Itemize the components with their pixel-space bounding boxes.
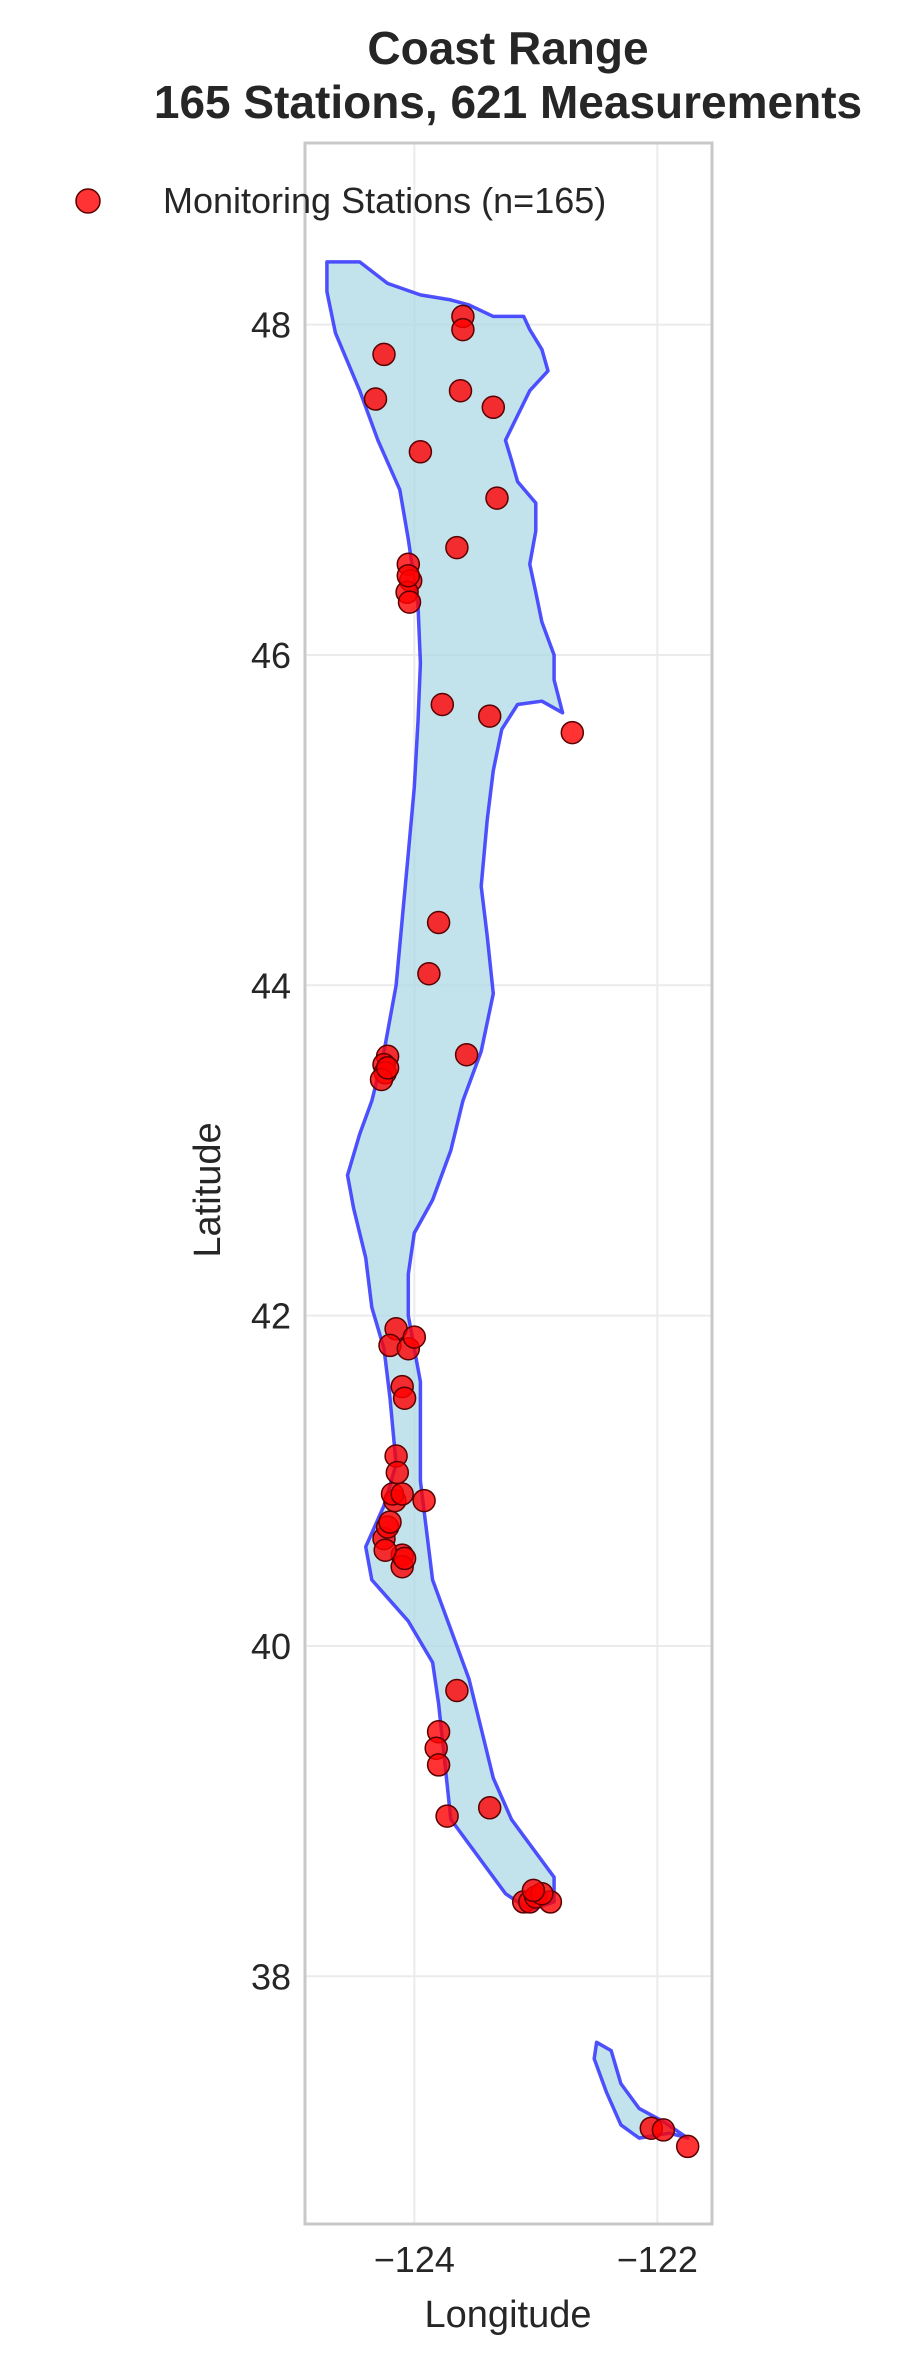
x-axis-label: Longitude — [425, 2294, 592, 2336]
station-point — [560, 720, 585, 745]
station-point — [454, 1042, 479, 1067]
station-point — [426, 1753, 451, 1777]
plot-frame — [303, 141, 714, 2226]
station-point — [451, 317, 475, 342]
station-point — [430, 692, 455, 717]
station-point — [481, 395, 506, 420]
station-point — [375, 1056, 400, 1080]
station-point — [448, 378, 473, 403]
station-point — [390, 1482, 414, 1506]
region-polygon — [325, 260, 565, 1912]
station-point — [521, 1878, 546, 1903]
y-tick-label: 44 — [251, 965, 291, 1006]
station-point — [363, 387, 388, 411]
chart-subtitle: 165 Stations, 621 Measurements — [154, 76, 862, 128]
y-tick-label: 38 — [251, 1956, 291, 1997]
station-point — [373, 1538, 397, 1562]
station-point — [412, 1488, 436, 1513]
station-point — [477, 1796, 502, 1820]
station-point — [651, 2118, 676, 2142]
station-point — [445, 1678, 469, 1703]
station-point — [372, 342, 396, 367]
legend-label: Monitoring Stations (n=165) — [163, 180, 606, 221]
station-point — [417, 961, 441, 986]
station-point — [396, 563, 421, 588]
y-tick-label: 40 — [251, 1626, 291, 1667]
coast-range-region — [325, 260, 690, 2140]
y-axis-label: Latitude — [187, 1122, 229, 1257]
station-point — [392, 1386, 417, 1410]
station-point — [378, 1510, 402, 1534]
x-tick-label: −122 — [617, 2239, 698, 2280]
y-tick-label: 42 — [251, 1296, 291, 1337]
station-point — [426, 910, 451, 935]
y-tick-label: 46 — [251, 635, 291, 676]
station-points — [363, 304, 700, 2159]
station-point — [445, 535, 469, 560]
station-point — [477, 704, 502, 728]
station-point — [485, 486, 509, 510]
legend: Monitoring Stations (n=165) — [75, 180, 606, 221]
x-ticks: −124 −122 — [374, 2239, 698, 2280]
station-point — [675, 2134, 700, 2159]
region-polygon — [592, 2040, 690, 2140]
station-point — [435, 1804, 459, 1828]
station-point — [408, 440, 433, 464]
station-point — [397, 590, 422, 614]
station-point — [385, 1460, 410, 1485]
y-ticks: 38 40 42 44 46 48 — [251, 305, 291, 1998]
x-tick-label: −124 — [374, 2239, 455, 2280]
station-point — [402, 1325, 427, 1349]
legend-marker — [75, 188, 101, 214]
y-tick-label: 48 — [251, 305, 291, 346]
chart-title: Coast Range — [367, 22, 648, 74]
